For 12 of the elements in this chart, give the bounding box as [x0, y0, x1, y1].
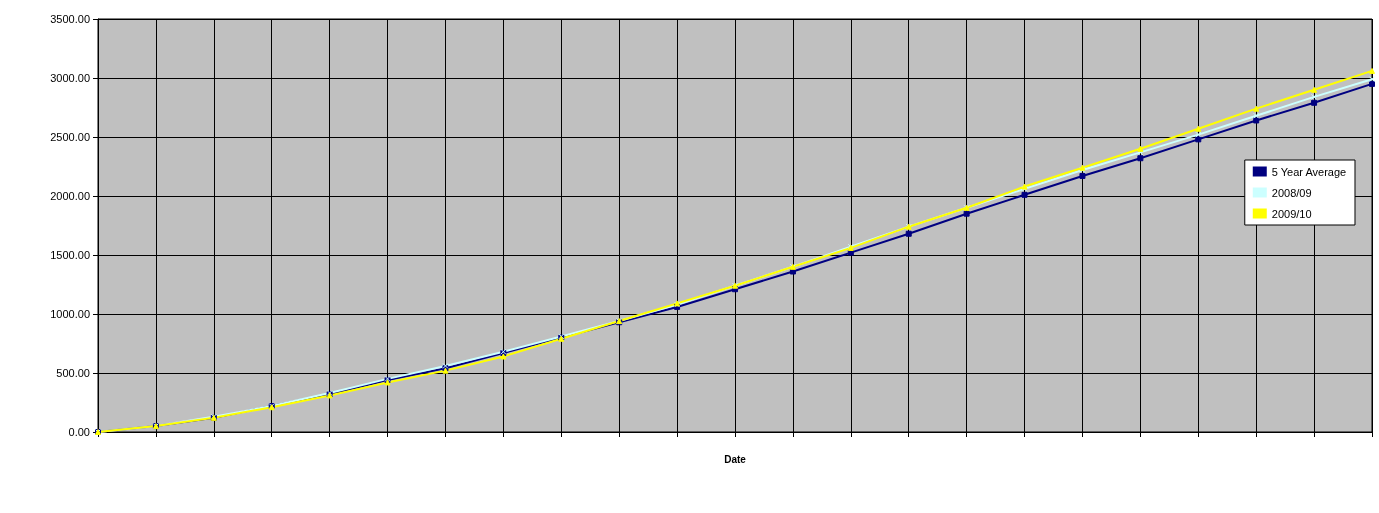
y-tick-label: 2000.00: [50, 190, 90, 202]
y-tick-label: 1000.00: [50, 308, 90, 320]
y-tick-label: 500.00: [56, 367, 90, 379]
legend-label: 2008/09: [1271, 186, 1312, 199]
x-axis-title: Date: [724, 453, 747, 465]
y-tick-label: 2500.00: [50, 131, 90, 143]
y-tick-label: 0.00: [68, 426, 90, 438]
legend-label: 5 Year Average: [1271, 165, 1347, 178]
legend-label: 2009/10: [1271, 207, 1312, 220]
y-tick-label: 1500.00: [50, 249, 90, 261]
y-tick-label: 3500.00: [50, 13, 90, 25]
y-tick-label: 3000.00: [50, 72, 90, 84]
